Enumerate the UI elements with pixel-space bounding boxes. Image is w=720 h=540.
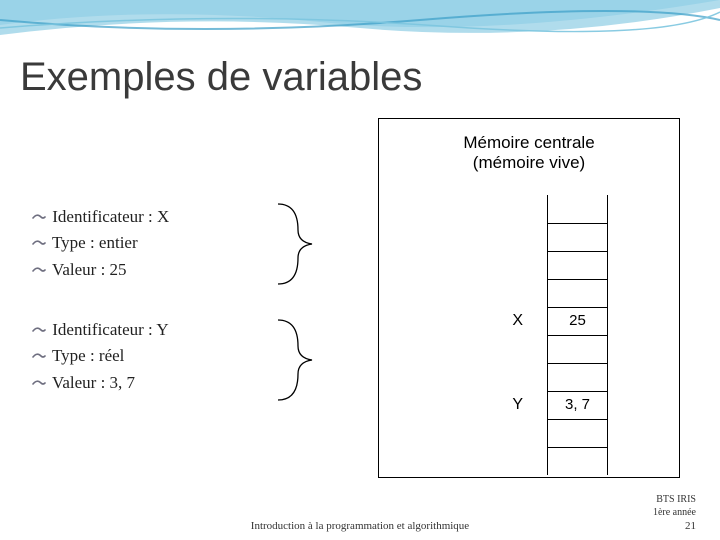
footer-right-line1: BTS IRIS bbox=[653, 494, 696, 507]
bullet-icon bbox=[32, 212, 46, 224]
var-line: Identificateur : Y bbox=[32, 317, 302, 343]
variable-group-x: Identificateur : X Type : entier Valeur … bbox=[32, 204, 302, 283]
cell-label-x: X bbox=[493, 312, 523, 330]
memory-title: Mémoire centrale (mémoire vive) bbox=[379, 133, 679, 174]
var-text: Identificateur : X bbox=[52, 207, 169, 226]
cell-label-y: Y bbox=[493, 396, 523, 414]
var-text: Valeur : 25 bbox=[52, 260, 127, 279]
variable-group-y: Identificateur : Y Type : réel Valeur : … bbox=[32, 317, 302, 396]
var-text: Type : réel bbox=[52, 346, 124, 365]
var-line: Type : réel bbox=[32, 343, 302, 369]
footer-right-line2: 1ère année bbox=[653, 507, 696, 520]
bullet-icon bbox=[32, 378, 46, 390]
bullet-icon bbox=[32, 265, 46, 277]
bullet-icon bbox=[32, 325, 46, 337]
var-line: Valeur : 3, 7 bbox=[32, 370, 302, 396]
var-line: Valeur : 25 bbox=[32, 257, 302, 283]
var-text: Type : entier bbox=[52, 233, 138, 252]
slide-title: Exemples de variables bbox=[20, 55, 422, 100]
footer-center-text: Introduction à la programmation et algor… bbox=[0, 520, 720, 532]
cell-value-x: 25 bbox=[547, 312, 608, 329]
footer-right: BTS IRIS 1ère année 21 bbox=[653, 494, 696, 534]
var-line: Type : entier bbox=[32, 230, 302, 256]
bullet-icon bbox=[32, 351, 46, 363]
wave-decoration bbox=[0, 0, 720, 60]
bullet-icon bbox=[32, 238, 46, 250]
memory-title-line2: (mémoire vive) bbox=[473, 153, 585, 172]
memory-title-line1: Mémoire centrale bbox=[463, 133, 594, 152]
cell-value-y: 3, 7 bbox=[547, 396, 608, 413]
var-line: Identificateur : X bbox=[32, 204, 302, 230]
variable-groups: Identificateur : X Type : entier Valeur … bbox=[32, 204, 302, 430]
var-text: Valeur : 3, 7 bbox=[52, 373, 135, 392]
memory-box: Mémoire centrale (mémoire vive) 25 X 3, … bbox=[378, 118, 680, 478]
var-text: Identificateur : Y bbox=[52, 320, 168, 339]
page-number: 21 bbox=[653, 520, 696, 534]
